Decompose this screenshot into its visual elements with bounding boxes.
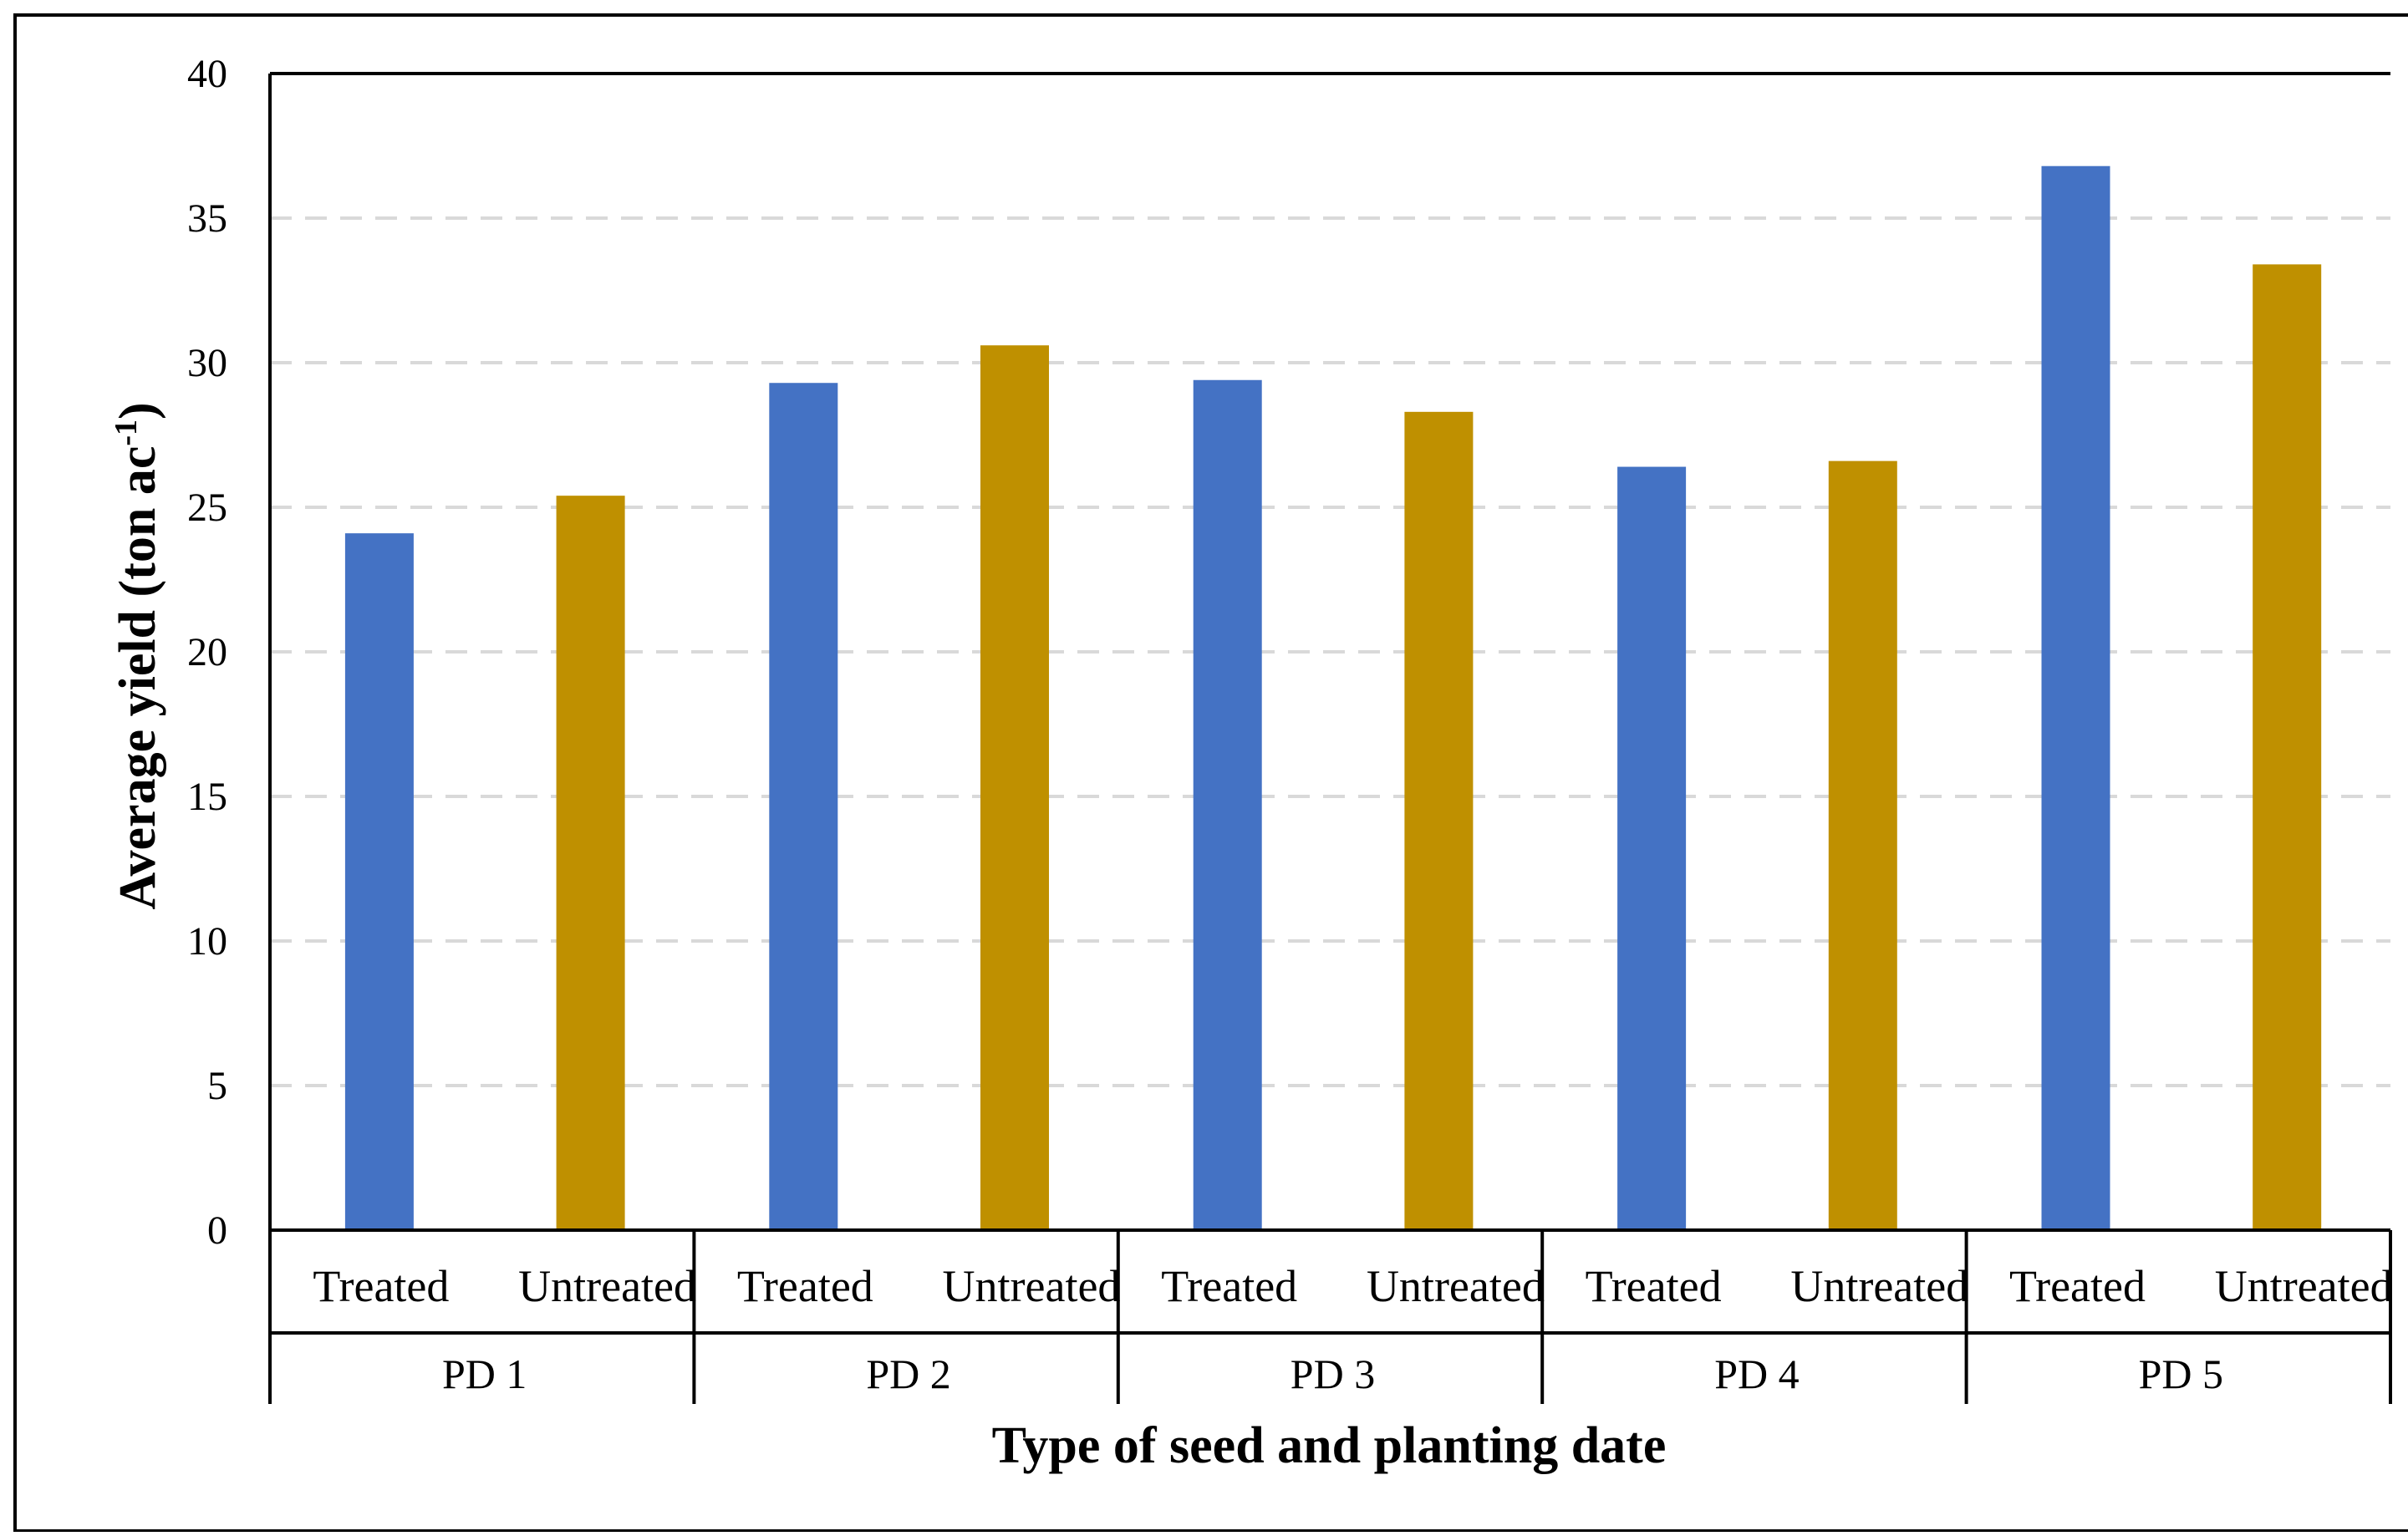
x-category-label: Untreated [943,1261,1121,1311]
bar-treated-pd1 [344,533,414,1230]
bar-untreated-pd1 [556,496,625,1230]
x-group-label: PD 4 [1714,1350,1799,1397]
y-axis-title: Average yield (ton ac-1) [109,402,166,909]
bar-untreated-pd2 [980,345,1049,1230]
x-category-label: Untreated [518,1261,696,1311]
x-category-label: Treated [2009,1261,2146,1311]
bar-treated-pd5 [2041,165,2110,1231]
y-axis-title-suffix: ) [109,402,166,420]
bar-untreated-pd3 [1404,411,1474,1230]
y-tick-label: 10 [187,919,227,964]
y-tick-label: 0 [207,1208,227,1253]
y-axis-title-superscript: -1 [109,420,144,446]
x-group-label: PD 5 [2139,1350,2223,1397]
y-tick-label: 15 [187,775,227,819]
y-tick-label: 35 [187,196,227,241]
x-category-label: Treated [737,1261,873,1311]
y-tick-label: 30 [187,341,227,385]
y-tick-labels: 0 5 10 15 20 25 30 35 40 [187,52,227,1253]
y-axis-title-main: Average yield (ton ac [109,446,166,910]
y-tick-label: 25 [187,486,227,530]
y-tick-label: 5 [207,1064,227,1108]
x-category-label: Treated [1161,1261,1297,1311]
bar-treated-pd2 [769,383,838,1231]
x-group-label: PD 1 [442,1350,527,1397]
y-tick-label: 20 [187,630,227,674]
bar-treated-pd3 [1193,379,1262,1230]
bar-treated-pd4 [1617,466,1687,1230]
bars [344,165,2322,1231]
x-group-label: PD 3 [1291,1350,1375,1397]
x-axis-title: Type of seed and planting date [992,1417,1667,1474]
bar-untreated-pd4 [1828,460,1897,1230]
x-category-labels: Treated Untreated PD 1 Treated Untreated PD 2… [313,1261,2392,1397]
y-tick-label: 40 [187,52,227,96]
axes [268,72,2392,1404]
x-group-label: PD 2 [866,1350,950,1397]
outer-border [13,13,2408,1533]
x-category-label: Untreated [1367,1261,1545,1311]
x-category-label: Untreated [2215,1261,2393,1311]
x-category-label: Untreated [1790,1261,1968,1311]
bar-untreated-pd5 [2253,264,2322,1230]
x-category-label: Treated [313,1261,449,1311]
x-category-label: Treated [1586,1261,1722,1311]
